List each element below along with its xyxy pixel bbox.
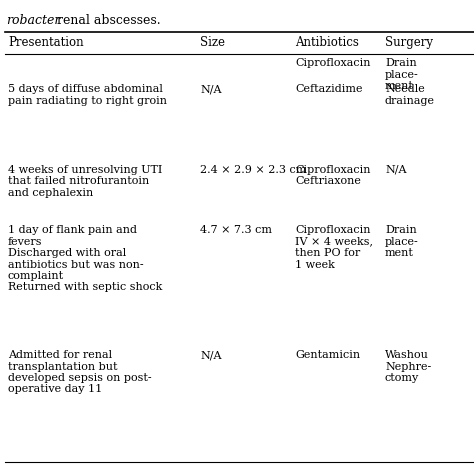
Text: pain radiating to right groin: pain radiating to right groin	[8, 95, 167, 106]
Text: 4.7 × 7.3 cm: 4.7 × 7.3 cm	[200, 225, 272, 235]
Text: 2.4 × 2.9 × 2.3 cm: 2.4 × 2.9 × 2.3 cm	[200, 165, 306, 175]
Text: Antibiotics: Antibiotics	[295, 36, 359, 49]
Text: N/A: N/A	[200, 350, 221, 360]
Text: renal abscesses.: renal abscesses.	[53, 14, 161, 27]
Text: Nephre-: Nephre-	[385, 362, 431, 372]
Text: Returned with septic shock: Returned with septic shock	[8, 283, 163, 292]
Text: Ciprofloxacin: Ciprofloxacin	[295, 165, 371, 175]
Text: ment: ment	[385, 248, 414, 258]
Text: Size: Size	[200, 36, 225, 49]
Text: 4 weeks of unresolving UTI: 4 weeks of unresolving UTI	[8, 165, 163, 175]
Text: ment: ment	[385, 81, 414, 91]
Text: Gentamicin: Gentamicin	[295, 350, 360, 360]
Text: Drain: Drain	[385, 58, 417, 68]
Text: 5 days of diffuse abdominal: 5 days of diffuse abdominal	[8, 84, 163, 94]
Text: operative day 11: operative day 11	[8, 384, 102, 394]
Text: Drain: Drain	[385, 225, 417, 235]
Text: N/A: N/A	[200, 84, 221, 94]
Text: drainage: drainage	[385, 95, 435, 106]
Text: Ceftriaxone: Ceftriaxone	[295, 176, 361, 186]
Text: Admitted for renal: Admitted for renal	[8, 350, 112, 360]
Text: IV × 4 weeks,: IV × 4 weeks,	[295, 237, 373, 246]
Text: Ciprofloxacin: Ciprofloxacin	[295, 225, 371, 235]
Text: antibiotics but was non-: antibiotics but was non-	[8, 259, 144, 270]
Text: Presentation: Presentation	[8, 36, 83, 49]
Text: fevers: fevers	[8, 237, 43, 246]
Text: Ciprofloxacin: Ciprofloxacin	[295, 58, 371, 68]
Text: transplantation but: transplantation but	[8, 362, 118, 372]
Text: ctomy: ctomy	[385, 373, 419, 383]
Text: place-: place-	[385, 70, 419, 80]
Text: 1 week: 1 week	[295, 259, 335, 270]
Text: Washou: Washou	[385, 350, 429, 360]
Text: and cephalexin: and cephalexin	[8, 188, 93, 198]
Text: 1 day of flank pain and: 1 day of flank pain and	[8, 225, 137, 235]
Text: robacter: robacter	[6, 14, 60, 27]
Text: N/A: N/A	[385, 165, 407, 175]
Text: Ceftazidime: Ceftazidime	[295, 84, 363, 94]
Text: that failed nitrofurantoin: that failed nitrofurantoin	[8, 176, 149, 186]
Text: developed sepsis on post-: developed sepsis on post-	[8, 373, 152, 383]
Text: place-: place-	[385, 237, 419, 246]
Text: complaint: complaint	[8, 271, 64, 281]
Text: then PO for: then PO for	[295, 248, 360, 258]
Text: Discharged with oral: Discharged with oral	[8, 248, 126, 258]
Text: Needle: Needle	[385, 84, 425, 94]
Text: Surgery: Surgery	[385, 36, 433, 49]
